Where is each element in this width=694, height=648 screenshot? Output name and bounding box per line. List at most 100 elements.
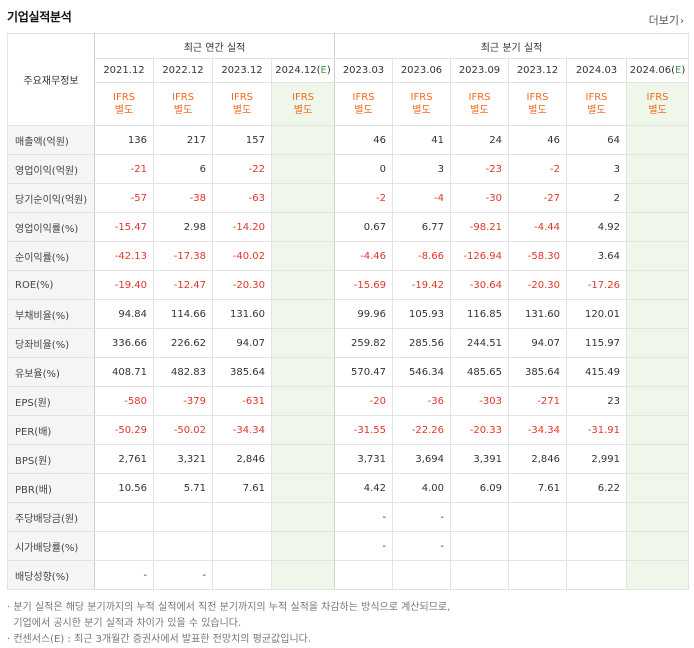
row-label: 주당배당금(원) — [7, 502, 95, 532]
value-cell: - — [153, 560, 213, 590]
value-cell: -50.29 — [94, 415, 154, 445]
value-cell — [508, 560, 567, 590]
value-cell: 24 — [450, 125, 509, 155]
value-cell: -379 — [153, 386, 213, 416]
value-cell — [625, 183, 690, 213]
value-cell — [508, 531, 567, 561]
more-link[interactable]: 더보기› — [649, 12, 684, 28]
estimate-mark: E — [320, 65, 327, 76]
value-cell — [625, 270, 690, 300]
value-cell: -34.34 — [212, 415, 272, 445]
value-cell: -2 — [334, 183, 393, 213]
value-cell — [271, 328, 335, 358]
value-cell: 3,731 — [334, 444, 393, 474]
value-cell: 6.22 — [566, 473, 627, 503]
value-cell: 99.96 — [334, 299, 393, 329]
period-header: 2023.12 — [508, 58, 567, 83]
value-cell — [566, 560, 627, 590]
value-cell: 4.92 — [566, 212, 627, 242]
value-cell: 0 — [334, 154, 393, 184]
value-cell — [625, 502, 690, 532]
table-row: PER(배) -50.29 -50.02 -34.34 -31.55 -22.26 -20.… — [7, 415, 690, 445]
value-cell: -17.38 — [153, 241, 213, 271]
value-cell: -303 — [450, 386, 509, 416]
row-label: PER(배) — [7, 415, 95, 445]
value-cell — [212, 502, 272, 532]
value-cell — [212, 560, 272, 590]
table-row: 매출액(억원) 136 217 157 46 41 24 46 64 — [7, 125, 690, 155]
value-cell: 336.66 — [94, 328, 154, 358]
footnote-line: · 컨센서스(E) : 최근 3개월간 증권사에서 발표한 전망치의 평균값입니… — [7, 634, 312, 645]
value-cell: 7.61 — [212, 473, 272, 503]
value-cell: -22 — [212, 154, 272, 184]
row-label: 부채비율(%) — [7, 299, 95, 329]
value-cell — [625, 386, 690, 416]
value-cell: -50.02 — [153, 415, 213, 445]
period-header: 2024.12(E) — [271, 58, 335, 83]
value-cell: -30 — [450, 183, 509, 213]
value-cell — [392, 560, 451, 590]
ifrs-label: IFRS 별도 — [450, 82, 509, 126]
table-row: 시가배당률(%) - - — [7, 531, 690, 561]
value-cell — [625, 212, 690, 242]
value-cell — [271, 241, 335, 271]
value-cell: 408.71 — [94, 357, 154, 387]
value-cell: 3.64 — [566, 241, 627, 271]
value-cell — [271, 560, 335, 590]
value-cell: -4.44 — [508, 212, 567, 242]
value-cell — [271, 531, 335, 561]
ifrs-label: IFRS 별도 — [625, 82, 690, 126]
period-header: 2021.12 — [94, 58, 154, 83]
value-cell: 115.97 — [566, 328, 627, 358]
table-row: EPS(원) -580 -379 -631 -20 -36 -303 -271 23 — [7, 386, 690, 416]
table-row: 당좌비율(%) 336.66 226.62 94.07 259.82 285.56 244.… — [7, 328, 690, 358]
ifrs-label: IFRS 별도 — [392, 82, 451, 126]
value-cell: -14.20 — [212, 212, 272, 242]
value-cell: 546.34 — [392, 357, 451, 387]
value-cell: 2,846 — [212, 444, 272, 474]
value-cell: -23 — [450, 154, 509, 184]
value-cell — [94, 531, 154, 561]
value-cell: 41 — [392, 125, 451, 155]
value-cell — [625, 473, 690, 503]
value-cell: 3 — [392, 154, 451, 184]
value-cell: -36 — [392, 386, 451, 416]
table-row: 유보율(%) 408.71 482.83 385.64 570.47 546.34 485.… — [7, 357, 690, 387]
row-label: 영업이익률(%) — [7, 212, 95, 242]
value-cell: -30.64 — [450, 270, 509, 300]
value-cell: 46 — [508, 125, 567, 155]
table-row: 순이익률(%) -42.13 -17.38 -40.02 -4.46 -8.66 -126.… — [7, 241, 690, 271]
value-cell — [153, 531, 213, 561]
value-cell: 131.60 — [212, 299, 272, 329]
value-cell — [94, 502, 154, 532]
table-row: 당기순이익(억원) -57 -38 -63 -2 -4 -30 -27 2 — [7, 183, 690, 213]
value-cell: -42.13 — [94, 241, 154, 271]
value-cell: 217 — [153, 125, 213, 155]
value-cell: 105.93 — [392, 299, 451, 329]
value-cell — [625, 328, 690, 358]
value-cell: 46 — [334, 125, 393, 155]
value-cell: - — [334, 531, 393, 561]
value-cell — [271, 125, 335, 155]
value-cell: 2,846 — [508, 444, 567, 474]
annual-group-header: 최근 연간 실적 — [94, 33, 335, 59]
table-row: 부채비율(%) 94.84 114.66 131.60 99.96 105.93 116.8… — [7, 299, 690, 329]
value-cell: -8.66 — [392, 241, 451, 271]
value-cell: 7.61 — [508, 473, 567, 503]
value-cell: 94.07 — [212, 328, 272, 358]
ifrs-label: IFRS 별도 — [212, 82, 272, 126]
value-cell: -38 — [153, 183, 213, 213]
value-cell — [271, 270, 335, 300]
period-header: 2024.03 — [566, 58, 627, 83]
value-cell — [566, 531, 627, 561]
value-cell: 259.82 — [334, 328, 393, 358]
value-cell: -20.33 — [450, 415, 509, 445]
period-header: 2023.12 — [212, 58, 272, 83]
value-cell: 385.64 — [508, 357, 567, 387]
row-label: PBR(배) — [7, 473, 95, 503]
ifrs-label: IFRS 별도 — [271, 82, 335, 126]
value-cell — [271, 444, 335, 474]
value-cell: 482.83 — [153, 357, 213, 387]
value-cell: 116.85 — [450, 299, 509, 329]
value-cell: 3,321 — [153, 444, 213, 474]
